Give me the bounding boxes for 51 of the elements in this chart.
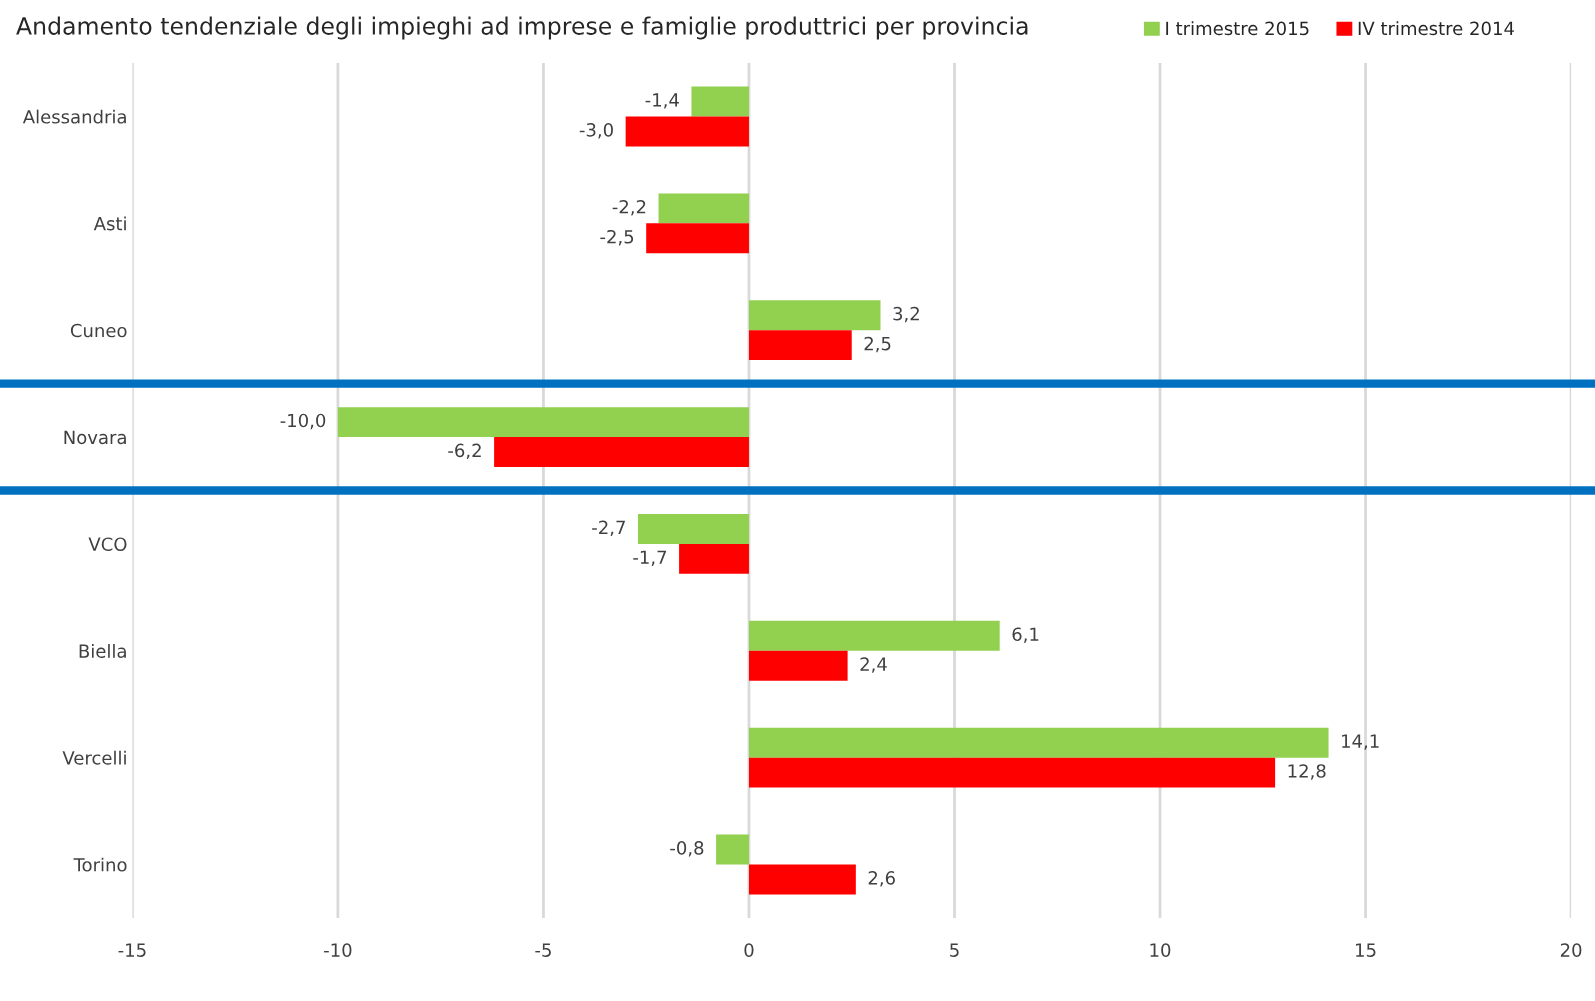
data-label: -2,5: [600, 229, 634, 246]
y-tick-label: Torino: [73, 857, 127, 872]
chart-title: Andamento tendenziale degli impieghi ad imprese e famiglie produttrici per provincia: [16, 16, 1028, 40]
data-label: -2,7: [592, 520, 625, 537]
data-label: -10,0: [280, 413, 326, 430]
bar: [658, 193, 749, 224]
x-tick-label: 10: [1150, 943, 1171, 957]
bar: [748, 757, 1276, 788]
data-label: -2,2: [612, 199, 646, 216]
data-label: -6,2: [448, 443, 481, 460]
data-label: -3,0: [579, 123, 613, 139]
data-label: -1,7: [633, 550, 667, 566]
x-tick-label: -5: [535, 943, 551, 957]
bar: [494, 437, 749, 467]
legend-label: IV trimestre 2014: [1358, 21, 1514, 36]
y-tick-label: Asti: [93, 216, 126, 231]
bar: [748, 864, 856, 895]
y-tick-label: Alessandria: [22, 109, 126, 124]
y-tick-label: Biella: [79, 643, 126, 658]
y-tick-label: Novara: [64, 430, 126, 445]
bar: [716, 834, 749, 865]
y-tick-label: Vercelli: [62, 750, 126, 765]
data-label: 6,1: [1012, 627, 1039, 643]
x-tick-label: 15: [1356, 943, 1376, 957]
bar: [748, 650, 848, 681]
x-tick-label: -15: [118, 943, 146, 957]
y-tick-label: Cuneo: [70, 323, 127, 338]
legend-label: I trimestre 2015: [1166, 21, 1309, 36]
bar: [337, 407, 749, 438]
data-label: -0,8: [670, 841, 704, 857]
data-label: -1,4: [645, 93, 679, 109]
bar: [748, 620, 1000, 651]
bar: [679, 543, 749, 574]
data-label: 2,4: [860, 657, 887, 673]
x-tick-label: 5: [950, 943, 959, 957]
bar: [691, 86, 749, 117]
x-tick-label: -10: [324, 943, 352, 957]
bar: [748, 330, 852, 361]
data-label: 2,5: [864, 336, 891, 353]
data-label: 12,8: [1288, 764, 1326, 780]
x-tick-label: 20: [1560, 943, 1582, 957]
y-tick-label: VCO: [88, 537, 127, 552]
bar: [625, 116, 749, 147]
x-tick-label: 0: [744, 943, 754, 957]
bar: [748, 300, 881, 331]
data-label: 3,2: [893, 306, 919, 323]
data-label: 2,6: [868, 871, 895, 887]
bar: [646, 223, 749, 254]
bar: [637, 514, 749, 544]
data-label: 14,1: [1342, 734, 1379, 750]
bar: [748, 727, 1329, 758]
